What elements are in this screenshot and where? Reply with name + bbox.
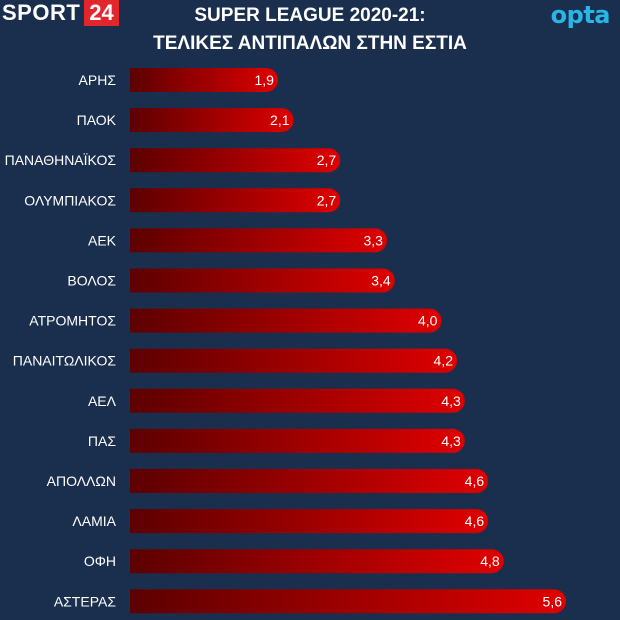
value-label: 3,3 <box>363 232 383 248</box>
bar <box>130 308 442 333</box>
value-label: 2,7 <box>317 192 337 208</box>
value-label: 4,6 <box>465 513 485 529</box>
bar <box>130 549 504 574</box>
value-label: 4,3 <box>441 393 461 409</box>
category-label: ΑΡΗΣ <box>79 72 117 88</box>
category-label: ΑΠΟΛΛΩΝ <box>47 473 116 489</box>
category-label: ΒΟΛΟΣ <box>67 273 116 289</box>
chart-title-block: SUPER LEAGUE 2020-21: ΤΕΛΙΚΕΣ ΑΝΤΙΠΑΛΩΝ … <box>0 2 620 58</box>
bar <box>130 108 294 133</box>
category-label: ΑΣΤΕΡΑΣ <box>54 593 117 609</box>
bar <box>130 188 341 213</box>
bar <box>130 228 387 253</box>
category-label: ΑΤΡΟΜΗΤΟΣ <box>29 313 116 329</box>
value-label: 4,3 <box>441 433 461 449</box>
category-label: ΠΑΝΑΙΤΩΛΙΚΟΣ <box>13 353 117 369</box>
bar <box>130 68 278 92</box>
value-label: 4,6 <box>465 473 485 489</box>
value-label: 5,6 <box>543 593 563 609</box>
bar <box>130 428 465 453</box>
bar <box>130 589 566 614</box>
category-label: ΑΕΛ <box>88 393 117 409</box>
category-label: ΟΦΗ <box>84 553 116 569</box>
bar <box>130 509 489 534</box>
bar <box>130 469 489 493</box>
bars-group: ΑΡΗΣ 1,9 ΠΑΟΚ 2,1 ΠΑΝΑΘΗΝΑΪΚΟΣ 2,7 ΟΛΥΜΠΙΑΚΟΣ 2… <box>5 68 566 614</box>
category-label: ΠΑΟΚ <box>77 112 117 128</box>
chart-title: SUPER LEAGUE 2020-21: <box>194 5 426 26</box>
category-label: ΛΑΜΙΑ <box>72 513 116 529</box>
sport24-logo: SPORT 24 <box>0 0 119 26</box>
value-label: 2,7 <box>317 152 337 168</box>
value-label: 3,4 <box>371 273 391 289</box>
sport24-logo-number: 24 <box>84 0 119 26</box>
category-label: ΑΕΚ <box>88 232 117 248</box>
category-label: ΠΑΝΑΘΗΝΑΪΚΟΣ <box>5 152 117 168</box>
bar <box>130 348 458 373</box>
category-label: ΟΛΥΜΠΙΑΚΟΣ <box>24 192 116 208</box>
bar <box>130 388 465 413</box>
sport24-logo-word: SPORT <box>2 0 81 25</box>
chart-subtitle: ΤΕΛΙΚΕΣ ΑΝΤΙΠΑΛΩΝ ΣΤΗΝ ΕΣΤΙΑ <box>153 33 467 54</box>
value-label: 4,2 <box>434 353 454 369</box>
category-label: ΠΑΣ <box>88 433 116 449</box>
bar <box>130 268 395 293</box>
value-label: 2,1 <box>270 112 290 128</box>
opta-logo: opta <box>550 1 611 29</box>
value-label: 4,8 <box>480 553 500 569</box>
value-label: 4,0 <box>418 313 438 329</box>
value-label: 1,9 <box>254 72 274 88</box>
bar <box>130 148 341 173</box>
